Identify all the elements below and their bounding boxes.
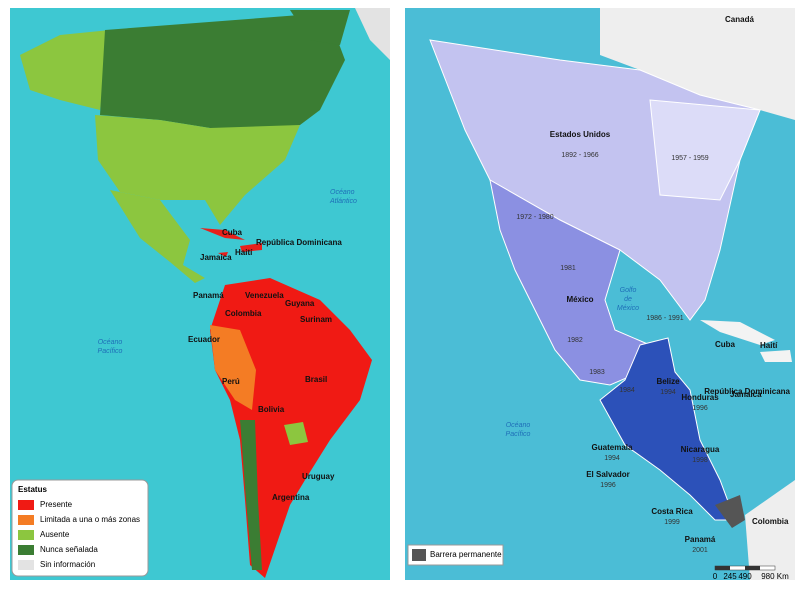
year-label: 1982 — [567, 337, 583, 344]
country-label: Guyana — [285, 299, 315, 308]
country-label: Panamá — [193, 291, 224, 300]
country-label: Costa Rica — [651, 507, 693, 516]
cuba — [700, 320, 775, 345]
country-label: República Dominicana — [256, 238, 342, 247]
country-label: El Salvador — [586, 470, 630, 479]
country-label: Jamaica — [200, 253, 232, 262]
barrier — [715, 495, 745, 528]
right-map: Canadá Estados Unidos 1892 - 1966 1957 -… — [405, 8, 795, 581]
year-label: 1996 — [600, 482, 616, 489]
peru-ecuador — [210, 325, 256, 410]
legend-item: Presente — [40, 500, 73, 509]
country-label: Estados Unidos — [550, 130, 611, 139]
hispaniola — [240, 243, 262, 252]
legend-item: Limitada a una o más zonas — [40, 515, 140, 524]
chile — [240, 420, 262, 570]
country-label: Canadá — [725, 15, 754, 24]
country-label: Cuba — [715, 340, 736, 349]
country-label: Ecuador — [188, 335, 220, 344]
country-label: Argentina — [272, 493, 310, 502]
country-label: Belize — [656, 377, 680, 386]
year-label: 1892 - 1966 — [561, 152, 598, 159]
cuba — [200, 228, 245, 240]
country-label: Colombia — [752, 517, 789, 526]
scale-label: 490 — [738, 572, 752, 581]
year-label: 1957 - 1959 — [671, 155, 708, 162]
year-label: 2001 — [692, 547, 708, 554]
legend: Estatus Presente Limitada a una o más zo… — [11, 479, 149, 577]
canada — [100, 15, 345, 135]
country-label: Guatemala — [592, 443, 633, 452]
year-label: 1981 — [560, 265, 576, 272]
year-label: 1972 - 1980 — [516, 214, 553, 221]
country-label: Nicaragua — [681, 445, 720, 454]
country-label: México — [566, 295, 593, 304]
country-label: Haití — [235, 248, 253, 257]
legend-item: Barrera permanente — [430, 550, 502, 559]
year-label: 1998 — [692, 457, 708, 464]
year-label: 1994 — [604, 455, 620, 462]
year-label: 1986 - 1991 — [646, 315, 683, 322]
gulf-label: México — [617, 305, 639, 312]
scale-label: 0 — [713, 572, 718, 581]
year-label: 1983 — [589, 369, 605, 376]
year-label: 1994 — [660, 389, 676, 396]
year-label: 1984 — [619, 387, 635, 394]
legend-item: Nunca señalada — [40, 545, 98, 554]
legend: Barrera permanente — [407, 544, 504, 566]
scale-label: 980 Km — [761, 572, 789, 581]
country-label: Venezuela — [245, 291, 284, 300]
land-no-info — [355, 8, 390, 60]
mexico-central-america — [110, 190, 205, 283]
year-label: 1996 — [692, 405, 708, 412]
country-label: Uruguay — [302, 472, 335, 481]
gulf-label: Golfo — [620, 287, 637, 294]
country-label: Honduras — [681, 393, 719, 402]
country-label: Bolivia — [258, 405, 285, 414]
hispaniola — [760, 350, 792, 362]
paraguay — [284, 422, 308, 445]
ocean-label: Pacífico — [506, 431, 531, 438]
scale-bar: 0 245 490 980 Km — [713, 565, 789, 581]
alaska — [20, 30, 110, 110]
mexico — [489, 179, 651, 386]
ocean-label: Pacífico — [98, 348, 123, 355]
usa — [95, 115, 300, 225]
gulf-label: de — [624, 296, 632, 303]
usa-east — [649, 99, 761, 201]
dated-labels: Belize 1994 Honduras 1996 Guatemala 1994 El Sa… — [586, 377, 720, 554]
scale-label: 245 — [723, 572, 737, 581]
left-map: Océano Atlántico Océano Pacífico Cuba Re… — [10, 8, 390, 580]
colombia — [745, 480, 795, 580]
ocean-label: Atlántico — [329, 198, 357, 205]
ocean-label: Océano — [330, 189, 355, 196]
jamaica — [218, 252, 228, 257]
legend-title: Estatus — [18, 485, 47, 494]
country-label: Surinam — [300, 315, 332, 324]
country-label: Cuba — [222, 228, 243, 237]
ocean-label: Océano — [506, 422, 531, 429]
ocean-label: Océano — [98, 339, 123, 346]
country-label: Colombia — [225, 309, 262, 318]
country-label: Haití — [760, 341, 778, 350]
country-label: Jamaica — [730, 390, 762, 399]
central-america — [599, 337, 736, 521]
country-label: Perú — [222, 377, 240, 386]
legend-item: Sin información — [40, 560, 95, 569]
greenland — [290, 10, 350, 45]
country-label: Panamá — [685, 535, 716, 544]
year-label: 1999 — [664, 519, 680, 526]
legend-item: Ausente — [40, 530, 70, 539]
country-label: Brasil — [305, 375, 327, 384]
country-label: República Dominicana — [704, 387, 790, 396]
canada — [600, 8, 795, 120]
